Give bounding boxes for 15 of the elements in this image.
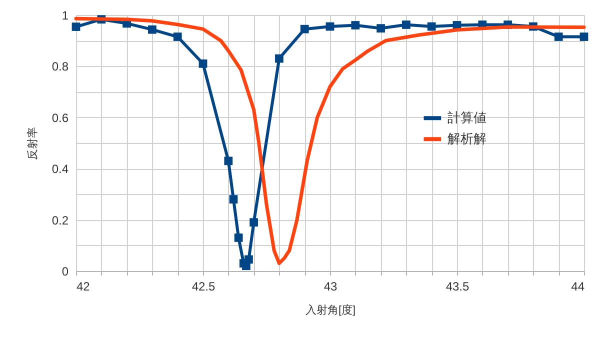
y-tick-label: 0.6 bbox=[52, 110, 69, 125]
y-tick-label: 0.4 bbox=[52, 162, 69, 176]
x-tick-label: 42.5 bbox=[192, 280, 216, 294]
x-tick-label: 43 bbox=[324, 280, 338, 294]
y-tick-label: 0.8 bbox=[52, 60, 69, 74]
legend-label: 解析解 bbox=[447, 131, 486, 146]
y-axis-title: 反射率 bbox=[26, 127, 39, 160]
x-tick-label: 42 bbox=[76, 280, 90, 294]
legend-label: 計算値 bbox=[447, 110, 486, 126]
y-tick-label: 0.2 bbox=[52, 213, 69, 228]
y-tick-label: 1 bbox=[62, 8, 69, 22]
x-axis-title: 入射角[度] bbox=[305, 304, 356, 316]
x-tick-label: 43.5 bbox=[446, 280, 470, 294]
y-tick-label: 0 bbox=[62, 264, 69, 278]
x-tick-label: 44 bbox=[571, 280, 585, 294]
